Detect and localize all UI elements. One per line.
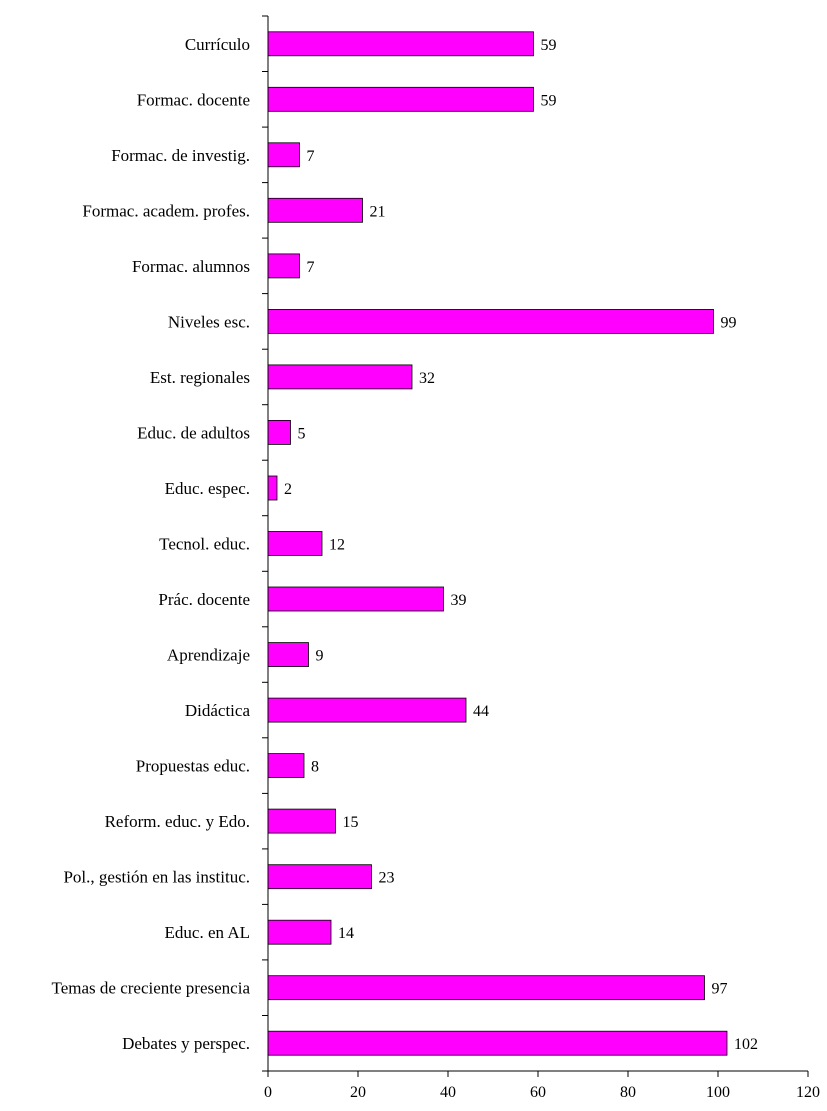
data-label: 12 [329, 537, 345, 554]
bar [267, 475, 278, 501]
data-label: 44 [473, 703, 489, 720]
bar [267, 364, 413, 390]
x-tick-label: 120 [796, 1084, 820, 1101]
data-label: 8 [311, 759, 319, 776]
category-label: Pol., gestión en las instituc. [63, 868, 250, 887]
data-label: 21 [370, 203, 386, 220]
bar [267, 253, 300, 279]
data-label: 39 [451, 592, 467, 609]
bar [267, 197, 363, 223]
category-label: Formac. academ. profes. [82, 201, 250, 220]
data-label: 59 [541, 37, 557, 54]
bar [267, 919, 332, 945]
category-label: Debates y perspec. [122, 1034, 250, 1053]
category-label: Niveles esc. [168, 312, 250, 331]
category-label: Formac. de investig. [111, 146, 250, 165]
bar [267, 975, 705, 1001]
category-label: Currículo [185, 35, 250, 54]
bar [267, 697, 467, 723]
x-tick-label: 40 [440, 1084, 456, 1101]
bars-layer [267, 31, 728, 1056]
data-label: 7 [307, 148, 315, 165]
x-tick-label: 60 [530, 1084, 546, 1101]
x-tick-label: 80 [620, 1084, 636, 1101]
category-label: Prác. docente [158, 590, 250, 609]
bar [267, 142, 300, 168]
data-label: 32 [419, 370, 435, 387]
data-label: 2 [284, 481, 292, 498]
category-label: Formac. docente [137, 90, 250, 109]
bar [267, 308, 714, 334]
data-label: 102 [734, 1036, 758, 1053]
category-label: Aprendizaje [167, 646, 250, 665]
bar [267, 419, 291, 445]
category-label: Educ. espec. [165, 479, 250, 498]
category-label: Tecnol. educ. [159, 535, 250, 554]
category-label: Educ. en AL [165, 923, 250, 942]
x-tick-label: 0 [264, 1084, 272, 1101]
category-label: Est. regionales [150, 368, 250, 387]
bar [267, 31, 534, 57]
category-label: Educ. de adultos [137, 423, 250, 442]
bar [267, 86, 534, 112]
x-tick-label: 100 [706, 1084, 730, 1101]
x-tick-label: 20 [350, 1084, 366, 1101]
bar [267, 753, 305, 778]
bar [267, 642, 309, 667]
bar [267, 586, 444, 612]
data-label: 9 [316, 648, 324, 665]
data-label: 15 [343, 814, 359, 831]
category-label: Temas de creciente presencia [52, 979, 251, 998]
data-label: 97 [712, 981, 728, 998]
category-label: Reform. educ. y Edo. [105, 812, 250, 831]
bar [267, 531, 323, 556]
category-label: Didáctica [185, 701, 251, 720]
category-label: Formac. alumnos [132, 257, 250, 276]
category-label: Propuestas educ. [136, 757, 250, 776]
data-label: 14 [338, 925, 354, 942]
data-label: 5 [298, 425, 306, 442]
data-label: 59 [541, 92, 557, 109]
bar [267, 808, 336, 834]
data-label: 7 [307, 259, 315, 276]
bar [267, 864, 372, 890]
data-label: 23 [379, 870, 395, 887]
data-label: 99 [721, 314, 737, 331]
bar [267, 1030, 728, 1056]
